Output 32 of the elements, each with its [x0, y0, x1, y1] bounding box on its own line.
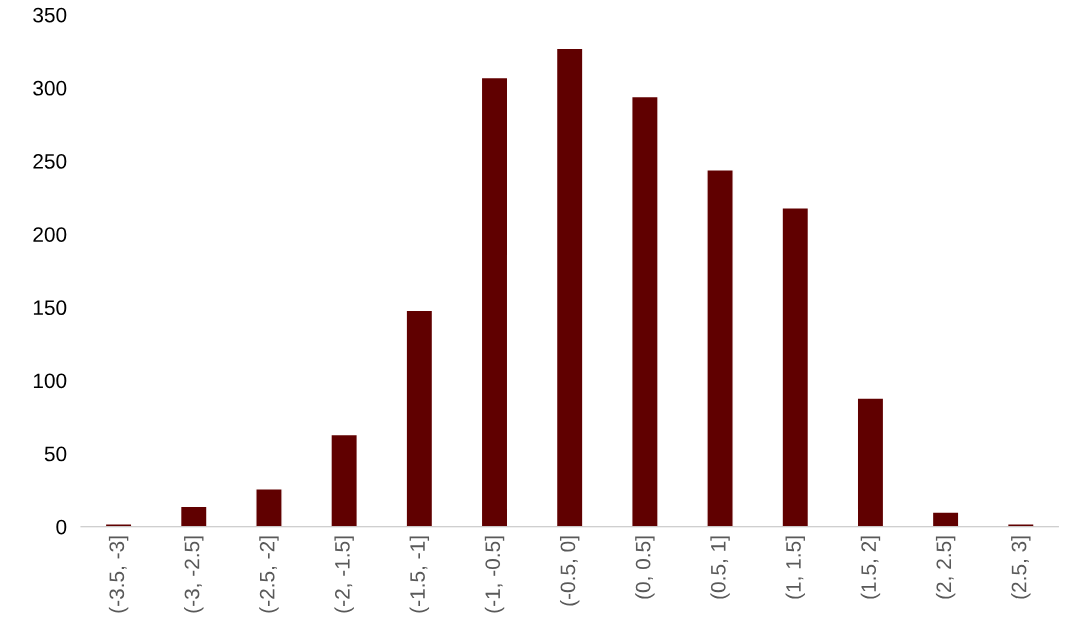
- x-tick-label: (0.5, 1]: [710, 536, 730, 599]
- bar: [405, 309, 434, 527]
- x-tick-label: (-3.5, -3]: [108, 536, 129, 613]
- bar: [255, 487, 283, 527]
- y-tick-label: 200: [33, 227, 67, 242]
- bar: [781, 207, 810, 527]
- bar: [931, 511, 960, 527]
- x-tick-label: (-2.5, -2]: [259, 536, 279, 613]
- bar: [706, 169, 734, 527]
- x-tick-label: (-1, -0.5]: [484, 536, 505, 613]
- y-tick-label: 100: [33, 373, 67, 389]
- bar: [330, 433, 358, 527]
- x-tick-label: (2, 2.5]: [935, 536, 956, 599]
- bar: [856, 397, 885, 527]
- x-tick-label: (-3, -2.5]: [184, 536, 204, 613]
- x-tick-label: (0, 0.5]: [635, 536, 655, 599]
- x-tick-label: (-0.5, 0]: [559, 536, 580, 606]
- x-tick-label: (1.5, 2]: [860, 536, 881, 599]
- x-tick-label: (-1.5, -1]: [409, 536, 430, 613]
- bar: [179, 505, 208, 527]
- x-tick-label: (-2, -1.5]: [334, 536, 354, 613]
- y-tick-label: 250: [33, 154, 67, 169]
- x-tick-label: (2.5, 3]: [1011, 536, 1031, 599]
- y-tick-label: 50: [44, 446, 67, 462]
- bar: [555, 47, 584, 527]
- y-tick-label: 350: [33, 7, 67, 23]
- bar: [631, 95, 659, 527]
- y-tick-label: 0: [56, 519, 67, 535]
- x-tick-label: (1, 1.5]: [785, 536, 805, 599]
- y-tick-label: 150: [33, 300, 67, 316]
- y-tick-label: 300: [33, 80, 67, 96]
- bar: [480, 76, 509, 527]
